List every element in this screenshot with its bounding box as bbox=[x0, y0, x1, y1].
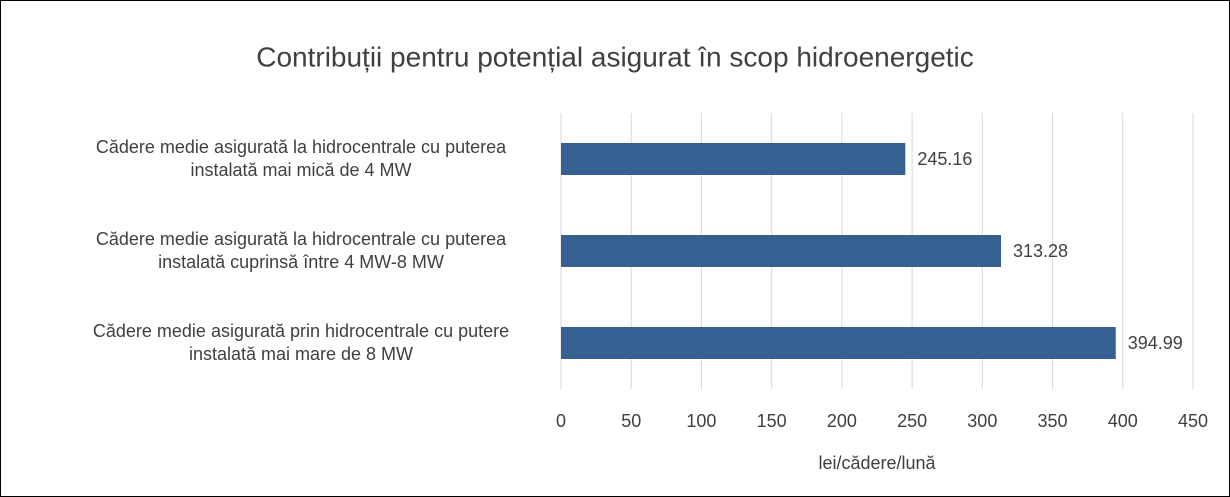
x-tick-label: 350 bbox=[1038, 411, 1068, 431]
x-axis-label: lei/cădere/lună bbox=[818, 453, 936, 473]
x-tick-label: 0 bbox=[556, 411, 566, 431]
data-label: 245.16 bbox=[917, 149, 972, 169]
x-tick-label: 50 bbox=[621, 411, 641, 431]
x-tick-label: 100 bbox=[686, 411, 716, 431]
x-tick-label: 250 bbox=[897, 411, 927, 431]
chart-title: Contribuții pentru potențial asigurat în… bbox=[256, 41, 974, 72]
x-tick-label: 200 bbox=[827, 411, 857, 431]
y-tick-label: Cădere medie asigurată la hidrocentrale … bbox=[95, 229, 507, 272]
y-tick-label: Cădere medie asigurată la hidrocentrale … bbox=[95, 137, 507, 180]
bar bbox=[561, 143, 906, 175]
x-tick-label: 150 bbox=[757, 411, 787, 431]
data-label: 394.99 bbox=[1128, 333, 1183, 353]
bar bbox=[561, 327, 1116, 359]
data-label: 313.28 bbox=[1013, 241, 1068, 261]
x-tick-label: 400 bbox=[1108, 411, 1138, 431]
x-tick-label: 300 bbox=[967, 411, 997, 431]
bar bbox=[561, 235, 1001, 267]
y-tick-label: Cădere medie asigurată prin hidrocentral… bbox=[92, 321, 510, 364]
x-tick-label: 450 bbox=[1178, 411, 1208, 431]
